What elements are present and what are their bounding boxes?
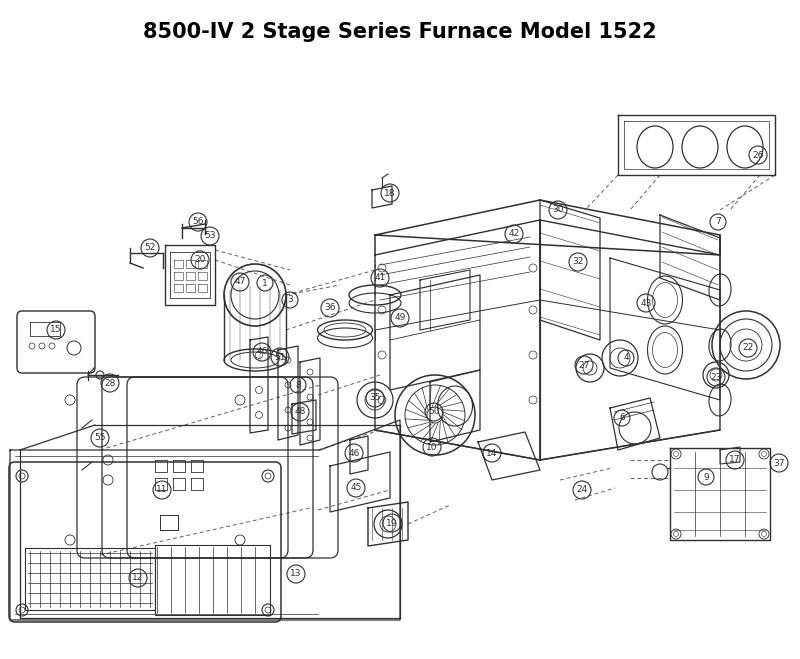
Text: 11: 11 [156,486,168,494]
Text: 26: 26 [752,150,764,159]
Text: 41: 41 [374,273,386,283]
Text: 19: 19 [386,519,398,527]
Text: 36: 36 [324,304,336,312]
Text: 27: 27 [578,360,590,370]
Text: 37: 37 [774,459,785,467]
Text: 8500-IV 2 Stage Series Furnace Model 1522: 8500-IV 2 Stage Series Furnace Model 152… [143,22,657,42]
Text: 45: 45 [350,484,362,492]
Text: 48: 48 [294,407,306,416]
Text: 35: 35 [370,393,381,403]
Text: 49: 49 [394,314,406,322]
Text: 23: 23 [710,372,722,382]
Text: 50: 50 [428,407,440,416]
Text: 4: 4 [623,353,629,362]
Text: 46: 46 [256,347,268,357]
Text: 32: 32 [572,258,584,266]
Text: 51: 51 [274,353,286,362]
Text: 8: 8 [295,380,301,389]
Text: 3: 3 [287,295,293,304]
Text: 1: 1 [262,279,268,287]
Text: 55: 55 [94,434,106,442]
Text: 22: 22 [742,343,754,353]
Text: 13: 13 [290,569,302,579]
Text: 43: 43 [640,299,652,308]
Text: 17: 17 [730,455,741,465]
Text: 30: 30 [552,206,564,214]
Text: 53: 53 [204,231,216,241]
Text: 14: 14 [486,449,498,457]
Text: 10: 10 [426,442,438,451]
Text: 18: 18 [384,188,396,198]
Text: 52: 52 [144,243,156,252]
Text: 15: 15 [50,326,62,335]
Text: 46: 46 [348,449,360,457]
Text: 20: 20 [194,256,206,264]
Text: 6: 6 [619,413,625,422]
Text: 12: 12 [132,573,144,583]
Text: 28: 28 [104,378,116,387]
Text: 42: 42 [508,229,520,239]
Text: 24: 24 [576,486,588,494]
Text: 56: 56 [192,217,204,227]
Text: 47: 47 [234,277,246,287]
Text: 7: 7 [715,217,721,227]
Text: 9: 9 [703,473,709,482]
